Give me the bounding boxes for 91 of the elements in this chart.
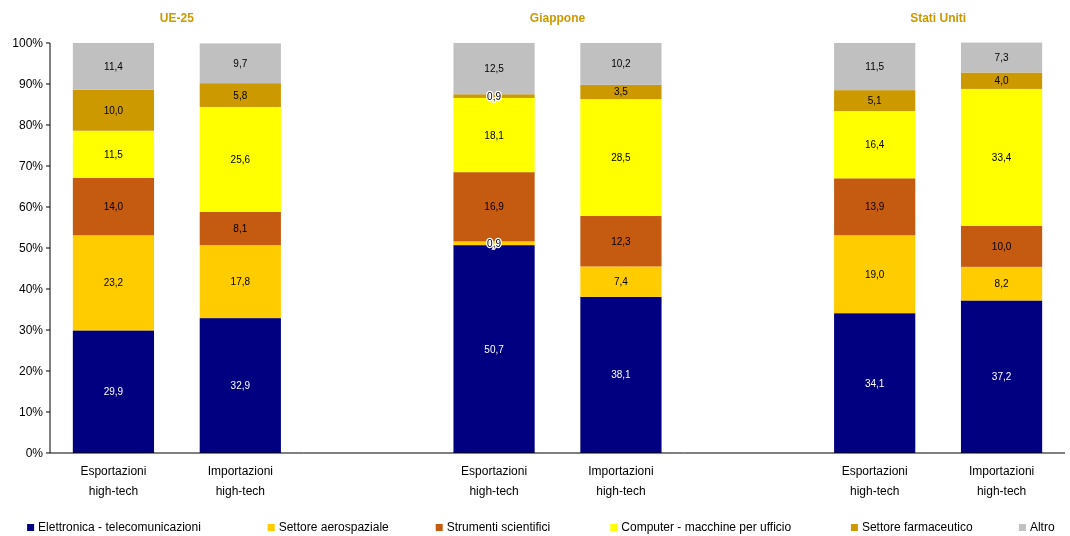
data-label: 32,9 xyxy=(230,380,251,392)
data-label: 7,3 xyxy=(994,52,1009,64)
data-label: 19,0 xyxy=(864,268,885,280)
y-tick-label: 90% xyxy=(18,77,44,92)
legend-label: Computer - macchine per ufficio xyxy=(621,520,792,534)
data-label: 25,6 xyxy=(230,153,251,165)
bar xyxy=(72,235,155,331)
data-label: 11,5 xyxy=(865,61,885,73)
data-label: 12,3 xyxy=(611,235,632,247)
bar xyxy=(199,106,281,212)
data-label: 50,7 xyxy=(484,343,505,355)
y-tick-label: 100% xyxy=(12,36,44,51)
data-label: 34,1 xyxy=(864,377,885,389)
data-label: 11,5 xyxy=(104,148,124,160)
y-tick-label: 20% xyxy=(18,364,44,379)
x-tick-label: Importazioni high-tech xyxy=(968,464,1035,498)
y-tick-label: 50% xyxy=(18,241,44,256)
data-label: 16,4 xyxy=(864,139,885,151)
bar xyxy=(72,177,155,236)
bar xyxy=(72,89,155,131)
data-label: 8,1 xyxy=(233,223,248,235)
bar xyxy=(960,300,1043,453)
chart-title: Giappone xyxy=(529,11,586,25)
data-label: 5,1 xyxy=(867,95,883,107)
legend-label: Settore farmaceutico xyxy=(861,520,973,534)
data-label: 7,4 xyxy=(613,276,629,288)
data-label: 17,8 xyxy=(230,276,251,288)
bar xyxy=(199,43,281,84)
chart-title: Stati Uniti xyxy=(910,11,967,25)
bar xyxy=(199,83,281,107)
bar xyxy=(960,266,1043,301)
data-label: 14,0 xyxy=(103,201,124,213)
bar xyxy=(199,318,281,453)
bar xyxy=(199,211,281,246)
bar xyxy=(834,235,916,314)
legend-label: Altro xyxy=(1029,520,1055,534)
data-label: 16,9 xyxy=(484,201,505,213)
bar xyxy=(580,43,662,85)
data-label: 13,9 xyxy=(864,201,885,213)
bar xyxy=(580,84,662,100)
bar xyxy=(580,216,662,267)
data-label: 12,5 xyxy=(484,63,505,75)
bar xyxy=(580,296,662,453)
chart-title: UE-25 xyxy=(159,11,195,25)
data-label: 18,1 xyxy=(484,129,505,141)
data-label: 8,2 xyxy=(994,278,1009,290)
x-tick-label: Importazioni high-tech xyxy=(588,464,654,498)
data-label: 11,4 xyxy=(104,60,124,72)
bar xyxy=(580,99,662,217)
data-label: 29,9 xyxy=(103,386,124,398)
bar xyxy=(72,130,155,178)
data-label: 5,8 xyxy=(233,89,248,101)
y-tick-label: 40% xyxy=(18,282,44,297)
data-label: 33,4 xyxy=(991,151,1012,163)
bar xyxy=(960,72,1043,89)
data-label: 10,2 xyxy=(611,58,632,70)
bar xyxy=(580,266,662,297)
bar xyxy=(960,42,1043,73)
y-tick-label: 70% xyxy=(18,159,44,174)
data-label: 28,5 xyxy=(611,152,632,164)
bar xyxy=(199,245,281,319)
bar xyxy=(72,43,155,90)
data-label: 23,2 xyxy=(103,277,124,289)
x-tick-label: Esportazioni high-tech xyxy=(841,464,908,498)
bar xyxy=(72,330,155,453)
y-tick-label: 30% xyxy=(18,323,44,338)
data-label: 37,2 xyxy=(991,371,1012,383)
bar xyxy=(834,111,916,179)
y-tick-label: 60% xyxy=(18,200,44,215)
legend-label: Strumenti scientifici xyxy=(446,520,551,534)
bar xyxy=(960,225,1043,267)
x-tick-label: Esportazioni high-tech xyxy=(80,464,147,498)
bar xyxy=(834,313,916,453)
x-tick-label: Importazioni high-tech xyxy=(207,464,273,498)
data-label: 9,7 xyxy=(233,57,248,69)
bar xyxy=(960,88,1043,226)
y-tick-label: 0% xyxy=(25,446,44,461)
bar xyxy=(834,43,916,91)
legend-label: Settore aerospaziale xyxy=(278,520,390,534)
bar xyxy=(834,90,916,112)
bar xyxy=(834,178,916,236)
data-label: 10,0 xyxy=(991,240,1012,252)
data-label: 0,9 xyxy=(487,90,502,102)
data-label: 38,1 xyxy=(611,369,632,381)
data-label: 3,5 xyxy=(613,86,629,98)
y-tick-label: 80% xyxy=(18,118,44,133)
data-label: 10,0 xyxy=(103,104,124,116)
y-tick-label: 10% xyxy=(18,405,44,420)
data-label: 4,0 xyxy=(994,75,1009,87)
x-tick-label: Esportazioni high-tech xyxy=(461,464,528,498)
legend-label: Elettronica - telecomunicazioni xyxy=(38,520,201,534)
